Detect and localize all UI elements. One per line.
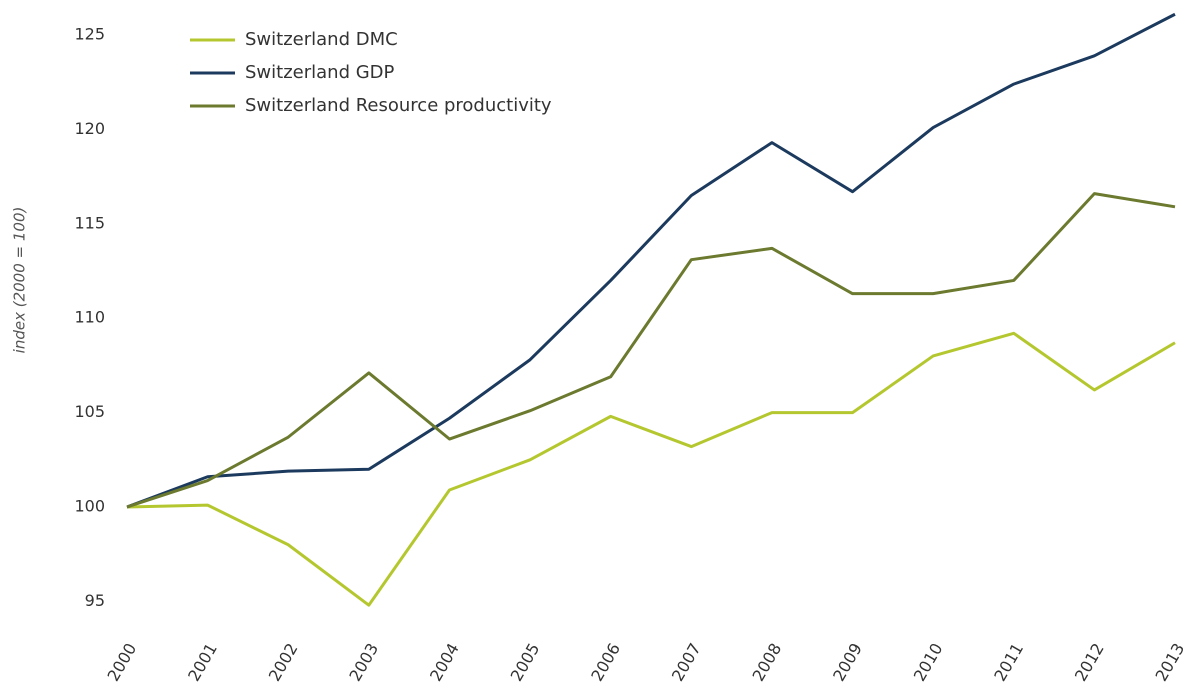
x-tick-label: 2004: [426, 640, 463, 685]
x-tick-label: 2000: [104, 640, 141, 685]
x-tick-label: 2013: [1152, 640, 1187, 685]
y-tick-label: 125: [74, 25, 105, 44]
y-tick-label: 110: [74, 308, 105, 327]
x-tick-label: 2008: [748, 640, 785, 685]
x-tick-label: 2003: [345, 640, 382, 685]
x-tick-label: 2001: [184, 640, 221, 685]
legend-label: Switzerland DMC: [245, 29, 398, 50]
y-axis-label: index (2000 = 100): [11, 207, 29, 354]
y-tick-label: 115: [74, 213, 105, 232]
series-line: [126, 192, 1176, 509]
x-tick-label: 2010: [910, 640, 947, 685]
y-tick-label: 105: [74, 402, 105, 421]
y-tick-label: 120: [74, 119, 105, 138]
legend-label: Switzerland GDP: [245, 62, 395, 83]
x-tick-label: 2006: [587, 640, 624, 685]
x-tick-label: 2007: [668, 640, 705, 685]
x-tick-label: 2012: [1071, 640, 1108, 685]
series-line: [126, 12, 1176, 509]
x-tick-label: 2002: [265, 640, 302, 685]
x-tick-label: 2011: [990, 640, 1027, 685]
series-line: [126, 331, 1176, 607]
legend-label: Switzerland Resource productivity: [245, 95, 552, 116]
y-tick-label: 95: [85, 591, 105, 610]
x-tick-label: 2009: [829, 640, 866, 685]
y-tick-label: 100: [74, 496, 105, 515]
x-tick-label: 2005: [507, 640, 544, 685]
